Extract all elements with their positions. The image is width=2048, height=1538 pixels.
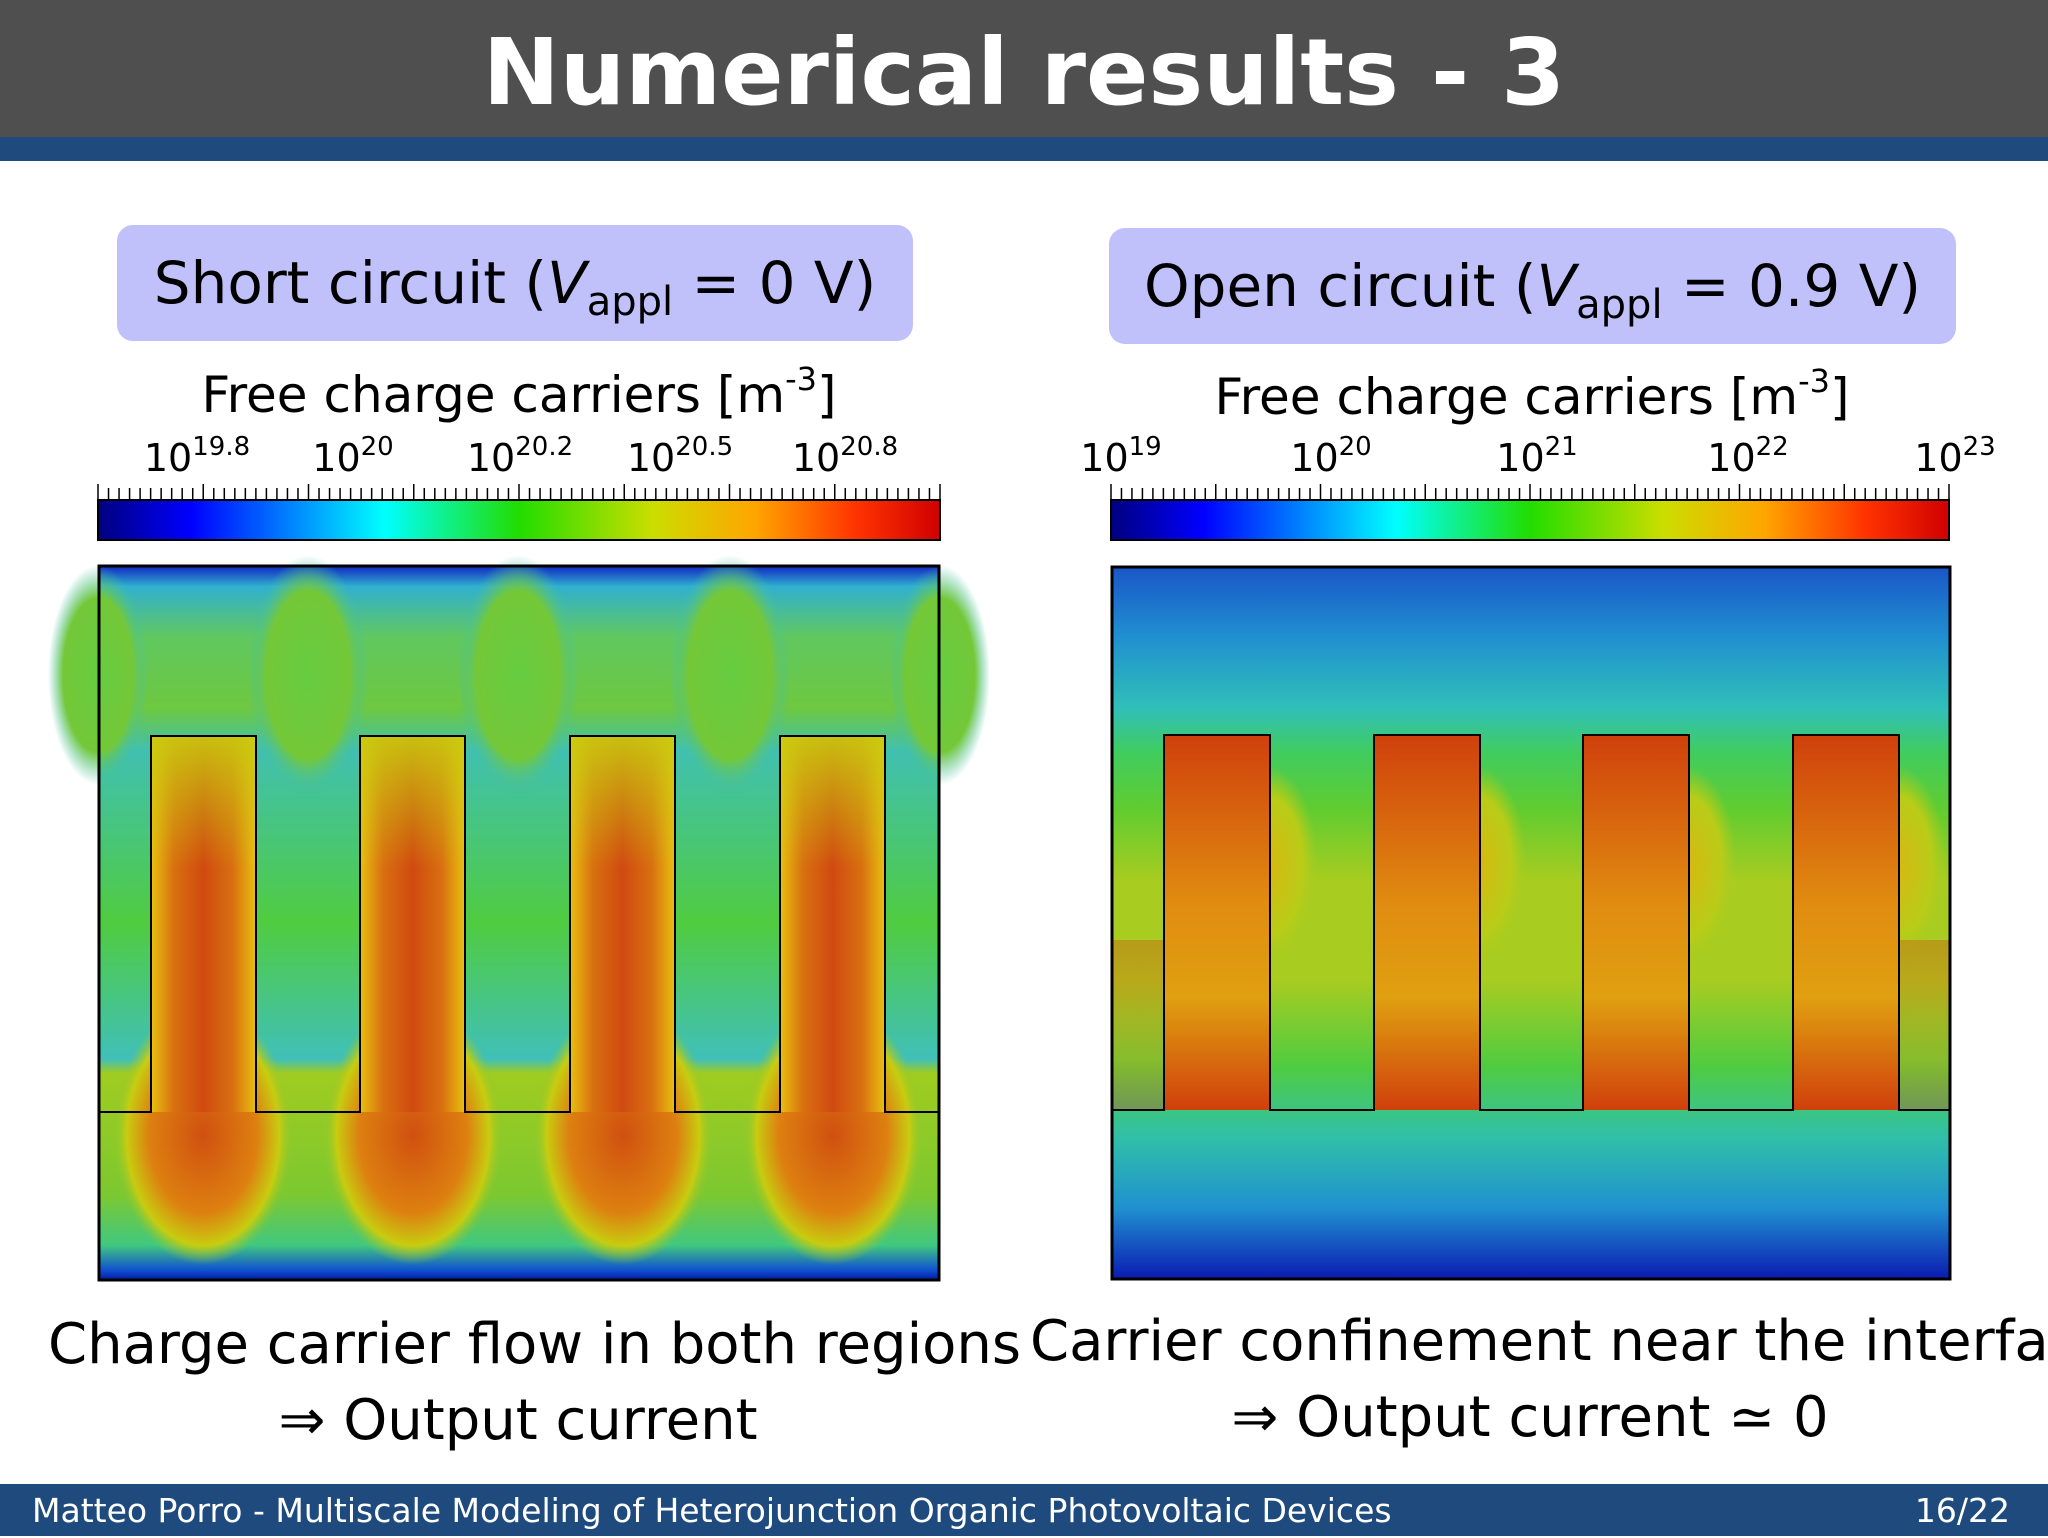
short-circuit-top-lobes [48, 555, 990, 795]
left-tick-label: 1020 [312, 432, 394, 480]
footer-text: Matteo Porro - Multiscale Modeling of He… [32, 1491, 1392, 1530]
open-circuit-columns [1111, 735, 1951, 1110]
left-colorbar-title: Free charge carriers [m-3] [201, 360, 837, 424]
short-circuit-label: Short circuit (Vappl = 0 V) [117, 225, 913, 341]
left-tick-label: 1020.5 [626, 432, 734, 480]
open-circuit-interface [1111, 734, 1951, 1111]
left-tick-label: 1019.8 [143, 432, 251, 480]
left-colorbar [97, 484, 941, 541]
open-circuit-label: Open circuit (Vappl = 0.9 V) [1109, 228, 1956, 344]
right-tick-label: 1021 [1496, 432, 1578, 480]
right-tick-label: 1022 [1707, 432, 1789, 480]
left-caption: Charge carrier flow in both regions ⇒ Ou… [48, 1312, 1022, 1453]
page-number: 16/22 [1914, 1491, 2010, 1530]
right-tick-label: 1020 [1290, 432, 1372, 480]
slide-title: Numerical results - 3 [482, 19, 1566, 126]
right-tick-label: 1023 [1914, 432, 1996, 480]
right-colorbar [1110, 484, 1950, 541]
left-tick-label: 1020.8 [791, 432, 899, 480]
right-tick-label: 1019 [1080, 432, 1162, 480]
short-circuit-columns [151, 736, 885, 1112]
short-circuit-interface [98, 735, 940, 1113]
left-colorbar-ticks [97, 484, 941, 500]
right-colorbar-ticks [1110, 484, 1950, 500]
right-colorbar-title: Free charge carriers [m-3] [1214, 362, 1850, 426]
left-tick-label: 1020.2 [466, 432, 574, 480]
short-circuit-heatmap [48, 555, 990, 1282]
title-bar [0, 0, 2048, 137]
right-caption: Carrier confinement near the interface ⇒… [1030, 1309, 2048, 1450]
open-circuit-heatmap [1110, 565, 1952, 1281]
title-bar-stripe [0, 137, 2048, 161]
footer-bar: Matteo Porro - Multiscale Modeling of He… [0, 1484, 2048, 1536]
